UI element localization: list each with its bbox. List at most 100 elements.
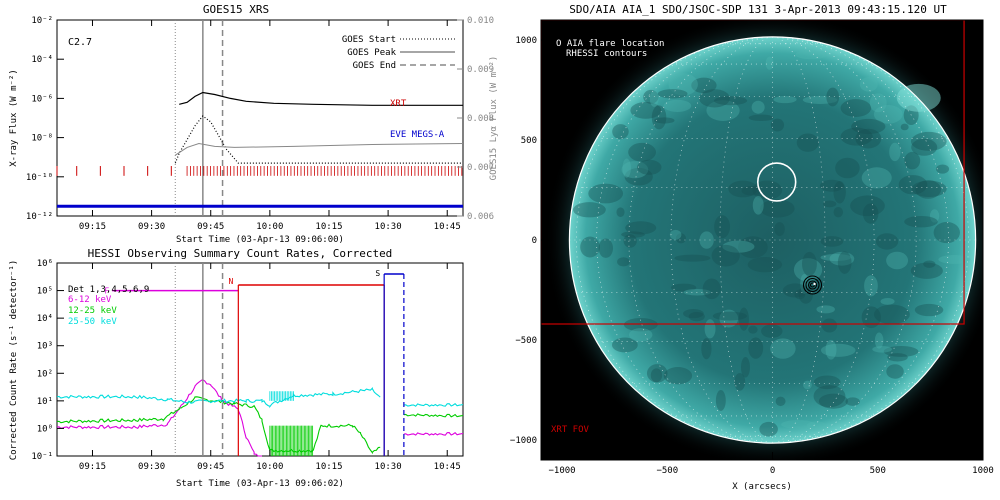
aia-texture-blob [669,229,682,240]
aia-texture-blob [855,128,882,149]
aia-legend-rhessi: RHESSI contours [566,49,647,59]
aia-texture-blob [801,251,817,276]
goes-legend-peak-label: GOES Peak [347,48,396,58]
goes-series-0 [179,91,463,106]
aia-texture-blob [781,420,816,429]
aia-grid-longitude [772,36,969,444]
aia-texture-blob [861,167,892,189]
goes-y2-tick-label: 0.010 [467,16,494,26]
aia-texture-blob [929,209,940,223]
aia-active-region [896,83,941,112]
aia-texture-blob [699,231,714,249]
hessi-title: HESSI Observing Summary Count Rates, Cor… [88,247,393,260]
aia-texture-blob [688,311,705,322]
goes-x-tick-label: 09:30 [138,222,165,232]
aia-texture-blob [580,236,600,258]
aia-texture-blob [904,151,921,170]
aia-texture-blob [915,180,942,199]
aia-texture-blob [864,275,878,297]
aia-texture-blob [775,396,786,407]
hessi-x-tick-label: 09:30 [138,462,165,472]
goes-legend: GOES Start GOES Peak GOES End [342,35,455,71]
aia-texture-blob [702,278,721,300]
aia-texture-blob [611,337,638,353]
goes-x-tick-label: 10:00 [256,222,283,232]
aia-texture-blob [588,183,624,204]
aia-texture-blob [822,200,837,208]
goes-x-tick-label: 10:15 [315,222,342,232]
goes-panel: GOES15 XRS 09:15 09:30 09:45 10:00 10:15 10:3… [9,3,499,245]
aia-grid-longitude [772,36,826,444]
aia-texture-blob [825,339,837,360]
aia-texture-blob [699,89,730,108]
aia-texture-blob [623,317,658,332]
aia-texture-blob [704,319,716,339]
aia-texture-blob [675,233,686,244]
rhessi-contour [807,280,818,290]
aia-texture-blob [898,175,928,195]
aia-texture-blob [674,254,711,262]
goes-x-tick-label: 09:15 [79,222,106,232]
aia-texture-blob [616,207,625,218]
goes-title: GOES15 XRS [203,3,269,16]
rhessi-contour [805,277,820,293]
aia-texture-blob [938,254,971,264]
aia-texture-blob [889,142,901,162]
aia-texture-blob [835,157,860,179]
goes-class-label: C2.7 [68,37,92,48]
aia-panel: SDO/AIA AIA_1 SDO/JSOC-SDP 131 3-Apr-201… [510,3,994,492]
aia-texture-blob [759,421,778,437]
aia-texture-blob [837,251,852,274]
hessi-series-0 [56,378,262,457]
aia-grid-longitude [576,36,773,444]
aia-texture-blob [683,309,704,319]
goes-y-tick-label: 10⁻¹² [26,212,53,222]
aia-x-tick-label: −1000 [549,466,576,476]
hessi-ylabel: Corrected Count Rate (s⁻¹ detector⁻¹) [9,260,19,460]
aia-texture-blob [747,256,783,273]
aia-texture-blob [646,364,668,383]
aia-texture-blob [861,306,881,329]
aia-texture-blob [874,332,884,349]
aia-texture-blob [738,307,749,331]
hessi-y-tick-label: 10⁴ [37,314,53,324]
aia-y-tick-label: 0 [532,236,537,246]
goes-legend-end-label: GOES End [353,61,396,71]
goes-series-group [56,20,464,216]
aia-texture-blob [802,95,838,104]
hessi-y-tick-label: 10⁰ [37,424,53,434]
aia-texture-blob [748,325,758,334]
aia-texture-blob [630,102,662,119]
aia-texture-blob [818,393,848,409]
hessi-panel: HESSI Observing Summary Count Rates, Cor… [9,247,464,489]
aia-xlabel: X (arcsecs) [732,482,792,492]
hessi-post-gap-series-2 [403,402,464,407]
aia-texture-blob [712,311,747,321]
aia-x-tick-label: −500 [656,466,678,476]
hessi-y-tick-label: 10² [37,369,53,379]
aia-texture-blob [719,309,739,328]
hessi-y-tick-label: 10⁶ [37,259,53,269]
hessi-x-tick-label: 10:00 [256,462,283,472]
aia-texture-blob [826,87,840,107]
aia-texture-blob [914,303,944,317]
goes-y2-tick-label: 0.008 [467,114,494,124]
aia-texture-blob [900,123,909,131]
aia-texture-blob [714,215,731,239]
rhessi-core [813,282,816,286]
hessi-x-tick-label: 10:45 [434,462,461,472]
hessi-legend-25-50: 25-50 keV [68,317,117,327]
goes-y-tick-label: 10⁻² [31,16,53,26]
aia-texture-blob [875,233,899,250]
aia-texture-blob [741,185,763,196]
aia-texture-blob [628,142,656,162]
goes-y-tick-label: 10⁻⁶ [31,94,53,104]
goes-axes-group: 09:15 09:30 09:45 10:00 10:15 10:30 10:45 10⁻¹²… [26,16,494,232]
hessi-post-gap-series-0 [403,431,464,436]
hessi-y-tick-label: 10⁵ [37,287,53,297]
aia-texture-blob [770,118,785,132]
hessi-axes-group: 09:15 09:30 09:45 10:00 10:15 10:30 10:45 10⁻¹ 1… [31,259,460,472]
aia-texture-blob [751,100,765,114]
aia-texture-blob [798,284,814,304]
aia-heliographic-grid [569,36,976,444]
